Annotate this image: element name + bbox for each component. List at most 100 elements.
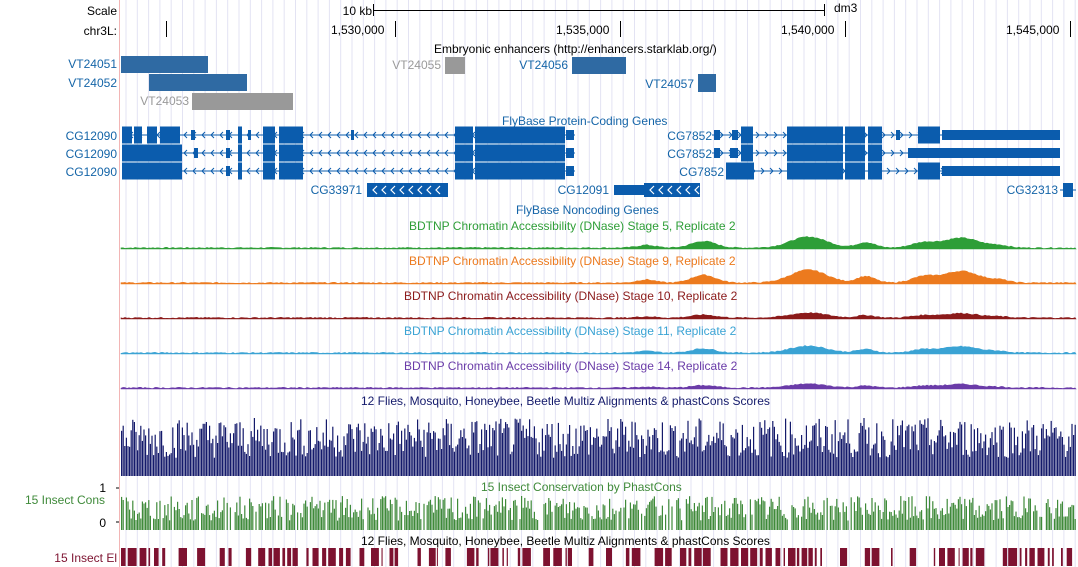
enhancer-feature[interactable] [698,74,716,92]
conserved-element [506,548,508,566]
phastcons-bar [1017,517,1019,530]
phastcons-bar [586,507,588,530]
conserved-element [1029,548,1035,566]
multiz-bar [522,425,524,476]
phastcons-bar [343,515,345,530]
gene-label[interactable]: CG12090 [65,165,117,179]
multiz-bar [940,419,942,476]
phastcons-bar [156,502,158,530]
phastcons-side-label[interactable]: 15 Insect Cons [24,493,105,507]
enhancer-feature[interactable] [149,74,247,91]
ruler-tick-start [166,21,167,37]
multiz-bar [122,425,124,476]
phastcons-bar [133,510,135,530]
multiz-bar [1026,420,1028,476]
gene-exon [566,148,574,158]
gene-model [122,144,575,162]
phastcons-bar [265,502,267,530]
gene-label[interactable]: CG33971 [310,183,362,197]
multiz-bar [338,451,340,476]
phastcons-bar [516,505,518,530]
phastcons-bar [737,503,739,530]
enhancer-label[interactable]: VT24057 [645,77,694,91]
enhancer-label[interactable]: VT24053 [140,94,189,108]
gene-label[interactable]: CG12090 [65,129,117,143]
multiz-bar [887,457,889,476]
enhancer-label[interactable]: VT24055 [392,58,441,72]
multiz-bar [897,425,899,476]
multiz-bar [276,428,278,476]
enhancer-label[interactable]: VT24052 [68,76,117,90]
multiz-bar [813,425,815,476]
enhancer-label[interactable]: VT24056 [519,58,568,72]
multiz-bar [197,446,199,476]
multiz-bar [161,430,163,476]
enhancer-feature[interactable] [121,56,208,73]
multiz-bar [700,420,702,476]
phastcons-bar [940,510,942,530]
strand-arrow [886,167,891,175]
multiz-bar [655,429,657,476]
multiz-bar [652,435,654,476]
multiz-bar [849,443,851,476]
gene-label[interactable]: CG7852 [667,147,712,161]
strand-arrow [782,131,787,139]
phastcons-bar [650,500,652,530]
strand-arrow [381,167,386,175]
multiz-bar [986,455,988,476]
phastcons-bar [973,515,975,530]
multiz-bar [490,446,492,476]
gene-label[interactable]: CG12091 [557,183,609,197]
multiz-bar [945,435,947,476]
enhancer-feature[interactable] [572,57,626,74]
multiz-bar [893,445,895,476]
phastcons-bar [937,514,939,530]
multiz-bar [573,453,575,476]
multiz-bar [745,448,747,476]
multiz-bar [817,446,819,476]
conserved-element [228,548,232,566]
strand-arrow [381,185,387,195]
strand-arrow [908,131,913,139]
phastcons-bar [738,514,740,530]
phastcons-bar [964,498,966,530]
enhancer-feature[interactable] [445,57,465,74]
multiz-bar [1061,437,1063,476]
conserved-element [394,548,399,566]
elements-side-label[interactable]: 15 Insect El [54,551,117,565]
multiz-bar [684,451,686,476]
multiz-bar [495,421,497,476]
gene-label[interactable]: CG7852 [679,165,724,179]
phastcons-bar [442,499,444,530]
multiz-bar [788,452,790,476]
multiz-bar [209,425,211,476]
multiz-bar [922,424,924,476]
multiz-bar [1036,435,1038,476]
gene-label[interactable]: CG12090 [65,147,117,161]
phastcons-bar [989,509,991,530]
gene-label[interactable]: CG7852 [667,129,712,143]
multiz-bar [775,439,777,476]
multiz-bar [421,447,423,476]
phastcons-bar [609,498,611,530]
conserved-element [654,548,664,566]
phastcons-bar [897,517,899,530]
phastcons-bar [372,498,374,530]
gene-exon [279,144,303,162]
enhancer-label[interactable]: VT24051 [68,57,117,71]
phastcons-bar [409,511,411,530]
phastcons-bar [954,504,956,530]
conserved-element [1066,548,1073,566]
enhancer-feature[interactable] [192,93,293,110]
phastcons-bar [660,515,662,530]
phastcons-bar [465,506,467,530]
strand-arrow [318,131,323,139]
phastcons-bar [661,505,663,530]
phastcons-bar [445,517,447,530]
multiz-bar [261,446,263,476]
phastcons-bar [893,510,895,530]
multiz-bar [634,422,636,476]
gene-label[interactable]: CG32313 [1006,183,1058,197]
gene-exon [741,144,753,162]
